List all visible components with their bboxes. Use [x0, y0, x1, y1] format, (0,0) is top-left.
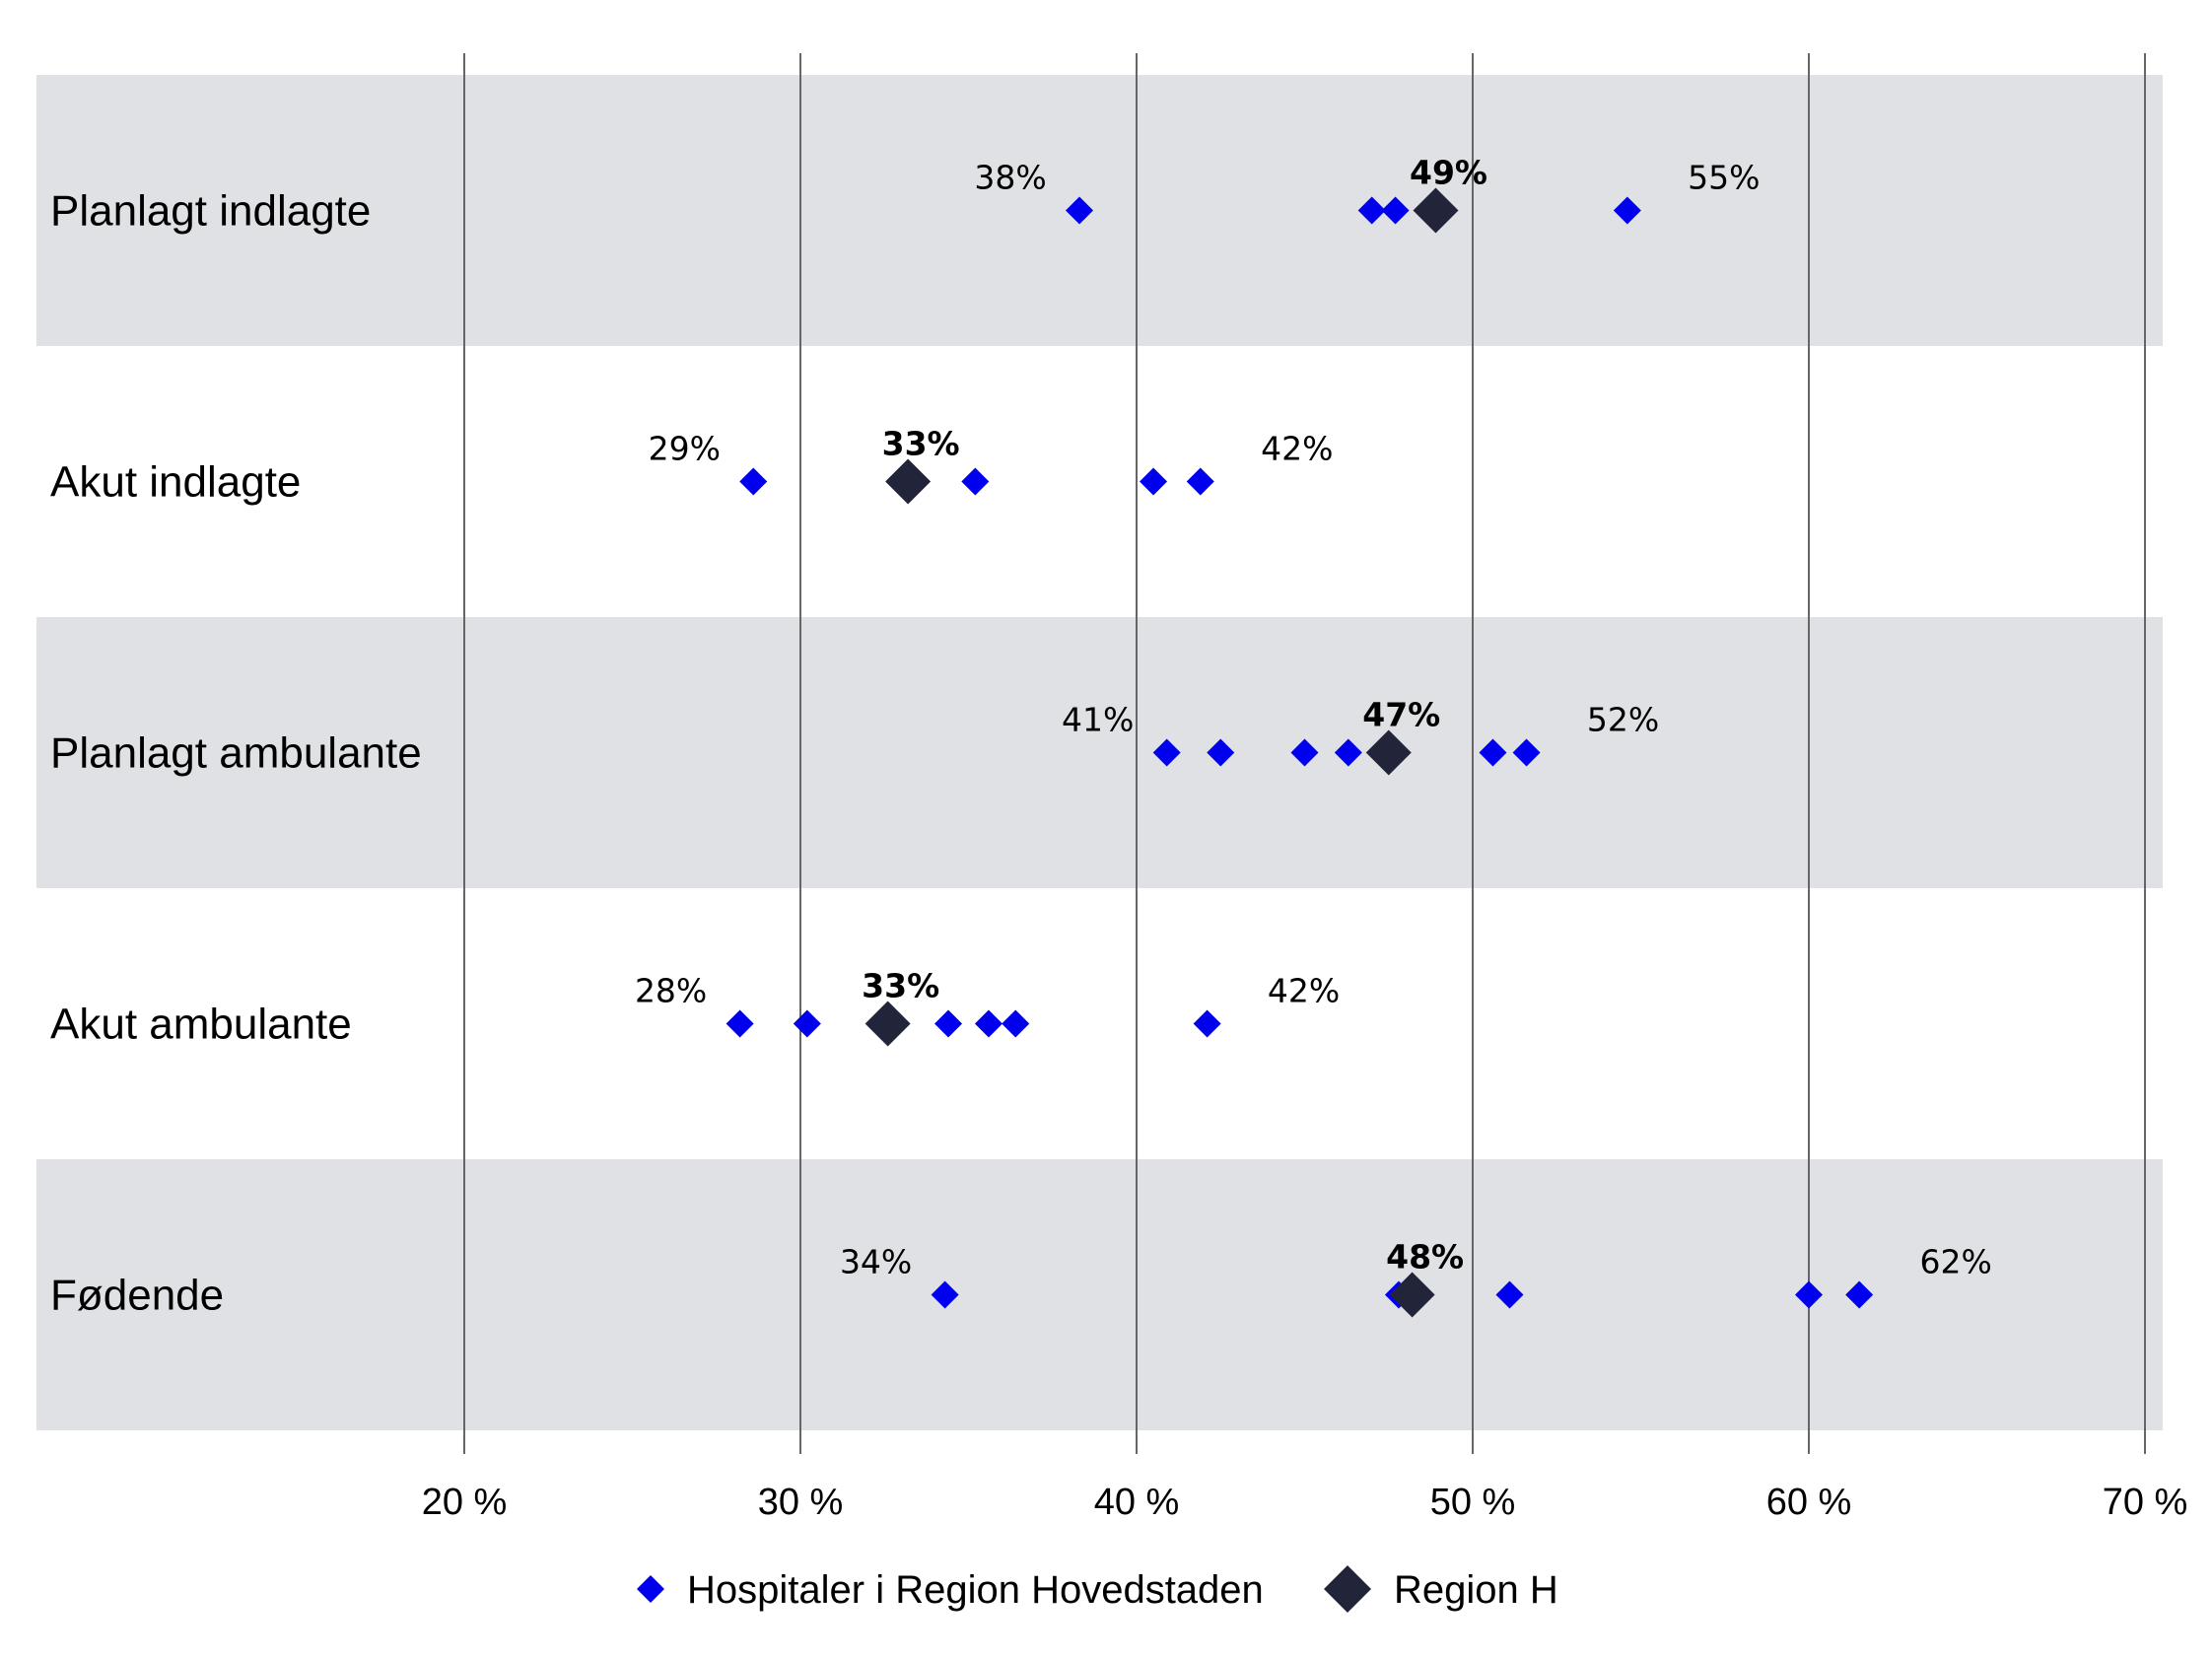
category-labels: Planlagt indlagte Akut indlagte Planlagt a… [50, 187, 422, 1320]
hospital-point [739, 467, 768, 496]
hospital-point [1334, 738, 1362, 767]
hospital-point [1495, 1280, 1524, 1309]
region-point [1413, 187, 1459, 234]
hospital-point [1845, 1280, 1874, 1309]
category-label: Fødende [50, 1272, 224, 1320]
legend-region-label: Region H [1394, 1568, 1558, 1612]
hospital-point [1479, 738, 1507, 767]
hospital-point [1795, 1280, 1823, 1309]
row-band [36, 1159, 2163, 1430]
x-tick-label: 60 % [1766, 1482, 1852, 1523]
max-value-label: 52% [1587, 701, 1659, 739]
region-point [1365, 729, 1412, 776]
region-point [885, 458, 932, 505]
gridlines [463, 53, 2146, 1454]
hospital-point [1207, 738, 1235, 767]
region-point [864, 1001, 911, 1047]
max-value-label: 42% [1261, 430, 1333, 468]
x-tick-label: 20 % [422, 1482, 508, 1523]
hospital-point [931, 1280, 959, 1309]
hospital-point [793, 1009, 821, 1038]
max-value-label: 62% [1919, 1243, 1991, 1281]
hospital-point [974, 1009, 1002, 1038]
hospital-point [1512, 738, 1541, 767]
hospital-point [1357, 196, 1386, 225]
hospital-point [1613, 196, 1641, 225]
x-tick-label: 40 % [1094, 1482, 1180, 1523]
hospital-point [1290, 738, 1319, 767]
max-value-label: 42% [1268, 972, 1340, 1010]
hospital-point [1152, 738, 1181, 767]
x-tick-label: 50 % [1430, 1482, 1516, 1523]
region-value-label: 33% [862, 967, 939, 1005]
x-tick-labels: 20 % 30 % 40 % 50 % 60 % 70 % [422, 1482, 2188, 1523]
region-value-label: 33% [882, 425, 960, 463]
hospital-point [1193, 1009, 1221, 1038]
min-value-label: 34% [840, 1243, 912, 1281]
region-value-label: 47% [1362, 696, 1440, 734]
legend-hospital-label: Hospitaler i Region Hovedstaden [687, 1568, 1264, 1612]
legend: Hospitaler i Region Hovedstaden Region H [637, 1565, 1558, 1613]
max-value-label: 55% [1688, 159, 1760, 197]
legend-hospital-marker [637, 1575, 664, 1603]
data-labels: 38% 55% 29% 42% 41% 52% 28% 42% 34% 62% 49% 33% 47% 3… [635, 154, 1992, 1281]
min-value-label: 38% [974, 159, 1046, 197]
region-value-label: 49% [1410, 154, 1487, 192]
category-label: Akut indlagte [50, 458, 301, 507]
data-points [726, 187, 1874, 1318]
hospital-point [726, 1009, 754, 1038]
category-label: Planlagt indlagte [50, 187, 371, 236]
hospital-point [961, 467, 990, 496]
x-tick-label: 30 % [758, 1482, 844, 1523]
hospital-point [934, 1009, 963, 1038]
legend-region-marker [1324, 1565, 1371, 1613]
hospital-point [1002, 1009, 1030, 1038]
x-tick-label: 70 % [2103, 1482, 2188, 1523]
region-value-label: 48% [1386, 1238, 1464, 1277]
hospital-point [1140, 467, 1168, 496]
hospital-point [1381, 196, 1410, 225]
min-value-label: 29% [649, 430, 721, 468]
category-label: Akut ambulante [50, 1001, 352, 1049]
hospital-point [1186, 467, 1214, 496]
region-point [1389, 1272, 1435, 1318]
category-label: Planlagt ambulante [50, 729, 422, 778]
hospital-point [1066, 196, 1094, 225]
min-value-label: 41% [1062, 701, 1134, 739]
min-value-label: 28% [635, 972, 707, 1010]
